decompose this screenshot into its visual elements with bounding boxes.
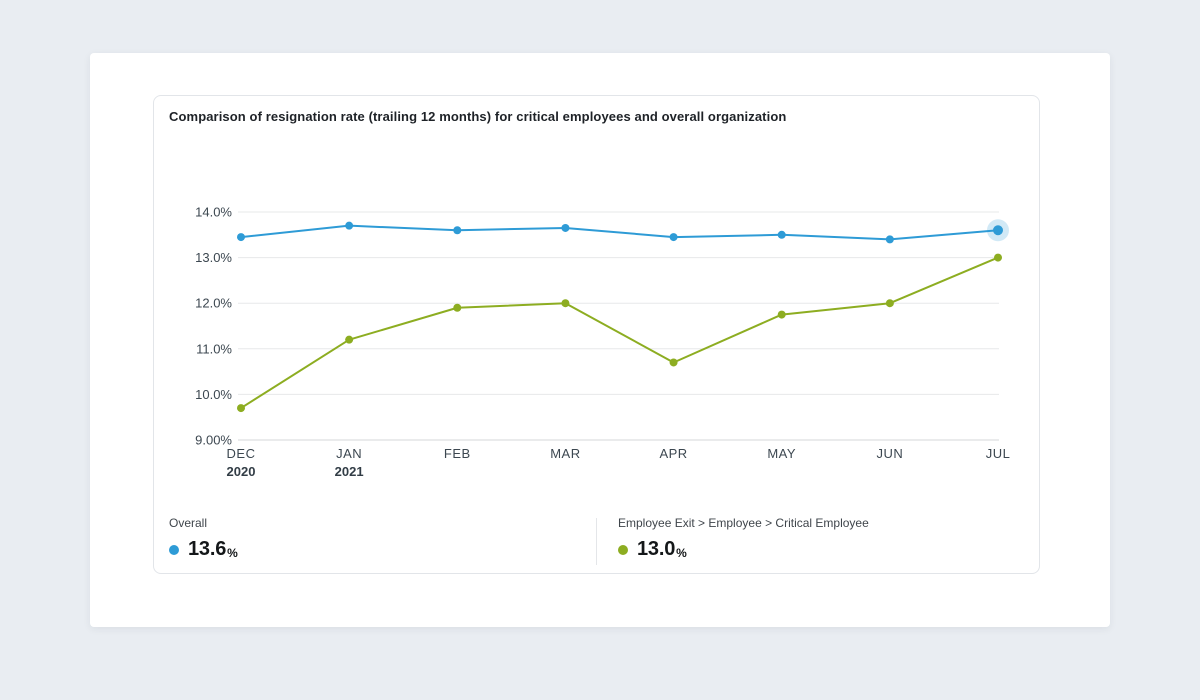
legend-item-overall[interactable]: Overall 13.6 %	[169, 516, 238, 561]
data-point-critical-employee[interactable]	[237, 404, 245, 413]
data-point-critical-employee[interactable]	[669, 358, 678, 367]
legend-value-row: 13.0 %	[618, 538, 869, 561]
data-point-critical-employee[interactable]	[345, 335, 354, 344]
y-axis-tick-label: 9.00%	[195, 433, 232, 448]
data-point-critical-employee[interactable]	[885, 299, 894, 308]
data-point-overall[interactable]	[669, 233, 678, 242]
chart-title: Comparison of resignation rate (trailing…	[169, 109, 787, 124]
x-axis-month-label: APR	[659, 446, 687, 461]
legend-current-value: 13.0	[637, 538, 676, 560]
legend-series-name: Employee Exit > Employee > Critical Empl…	[618, 516, 869, 530]
line-chart[interactable]: 14.0% 13.0% 12.0% 11.0% 10.0% 9.00%DEC 2020 JAN…	[154, 96, 1041, 496]
x-axis-month-label: JAN	[336, 446, 362, 461]
legend-value-row: 13.6 %	[169, 538, 238, 561]
series-line-critical-employee	[240, 256, 999, 410]
x-axis-month-label: FEB	[444, 446, 471, 461]
data-point-overall[interactable]	[885, 235, 894, 244]
x-axis-year-label: 2020	[227, 464, 256, 479]
x-axis-month-label: MAY	[767, 446, 796, 461]
x-axis-month-label: MAR	[550, 446, 580, 461]
legend-unit: %	[227, 545, 238, 560]
legend-item-critical-employee[interactable]: Employee Exit > Employee > Critical Empl…	[618, 516, 869, 561]
legend-current-value: 13.6	[188, 538, 227, 560]
data-point-critical-employee[interactable]	[994, 253, 1002, 262]
data-point-overall[interactable]	[561, 223, 570, 232]
x-axis-month-label: JUN	[876, 446, 903, 461]
chart-card: Comparison of resignation rate (trailing…	[90, 53, 1110, 627]
y-axis-tick-label: 13.0%	[195, 250, 232, 265]
chart-panel: Comparison of resignation rate (trailing…	[153, 95, 1040, 574]
data-point-critical-employee[interactable]	[453, 303, 462, 312]
data-point-overall[interactable]	[345, 221, 354, 230]
y-axis-tick-label: 10.0%	[195, 387, 232, 402]
legend-unit: %	[676, 545, 687, 560]
y-axis-tick-label: 12.0%	[195, 296, 232, 311]
y-axis-tick-label: 14.0%	[195, 205, 232, 220]
legend-series-name: Overall	[169, 516, 208, 530]
data-point-critical-employee[interactable]	[561, 299, 570, 308]
data-point-overall[interactable]	[993, 225, 1003, 236]
y-axis-tick-label: 11.0%	[196, 341, 232, 356]
legend-dot-overall	[169, 544, 179, 555]
series-line-overall	[240, 224, 999, 241]
x-axis-month-label: DEC	[227, 446, 256, 461]
data-point-overall[interactable]	[237, 233, 245, 242]
x-axis-month-label: JUL	[986, 446, 1011, 461]
legend-divider	[596, 518, 597, 565]
data-point-overall[interactable]	[777, 230, 786, 239]
legend-dot-critical-employee	[618, 544, 628, 555]
data-point-critical-employee[interactable]	[777, 310, 786, 319]
x-axis-year-label: 2021	[335, 464, 364, 479]
data-point-overall[interactable]	[453, 226, 462, 235]
